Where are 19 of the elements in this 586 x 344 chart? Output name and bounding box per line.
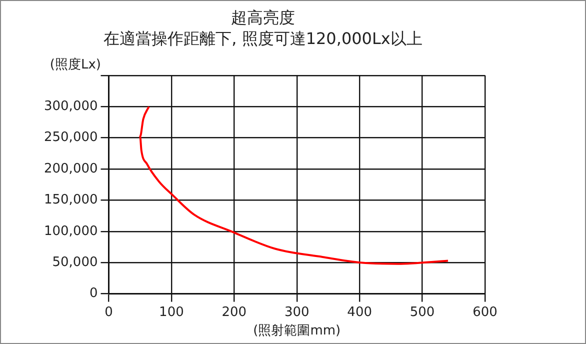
y-tick-label: 50,000 — [52, 254, 98, 270]
x-axis-title: (照射範圍mm) — [253, 324, 341, 339]
x-tick-label: 200 — [222, 304, 247, 320]
y-tick-label: 300,000 — [44, 98, 98, 114]
x-tick-label: 400 — [347, 304, 372, 320]
chart-title: 超高亮度 — [231, 8, 295, 27]
x-tick-label: 500 — [410, 304, 435, 320]
y-tick-label: 150,000 — [44, 192, 98, 208]
y-tick-label: 100,000 — [44, 224, 98, 239]
y-axis-title: (照度Lx) — [50, 56, 101, 72]
y-tick-label: 0 — [89, 286, 98, 302]
chart-subtitle: 在適當操作距離下, 照度可達120,000Lx以上 — [104, 28, 422, 48]
x-tick-label: 600 — [472, 304, 498, 320]
x-tick-label: 300 — [284, 304, 310, 320]
x-tick-label: 100 — [159, 304, 184, 320]
y-tick-label: 250,000 — [44, 130, 98, 146]
x-tick-label: 0 — [104, 304, 113, 320]
y-tick-label: 200,000 — [44, 161, 98, 176]
line-series — [139, 106, 450, 265]
